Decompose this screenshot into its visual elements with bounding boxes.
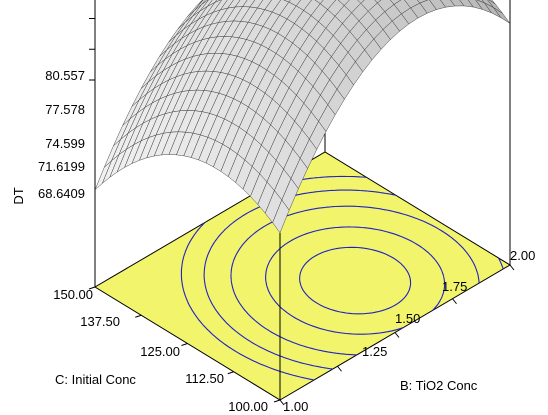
contour-line <box>203 189 504 370</box>
contour-line <box>230 205 480 356</box>
contour-line <box>299 246 412 315</box>
x-tick-label: 1.75 <box>442 279 467 294</box>
response-surface <box>94 0 511 234</box>
x-tick-label: 2.00 <box>510 248 535 263</box>
surface-facet <box>374 0 382 4</box>
y-tick-mark <box>273 399 281 403</box>
y-tick-label: 137.50 <box>80 314 120 329</box>
x-tick-label: 1.25 <box>362 344 387 359</box>
x-tick-mark <box>394 332 400 338</box>
x-axis-ticks: 1.00 1.25 1.50 1.75 2.00 <box>283 248 535 414</box>
y-tick-label: 100.00 <box>228 399 268 414</box>
y-tick-label: 125.00 <box>140 344 180 359</box>
x-tick-mark <box>337 365 342 372</box>
x-axis-label: B: TiO2 Conc <box>400 378 478 393</box>
z-tick-label: 68.6409 <box>38 186 85 201</box>
surface-facet <box>459 0 474 8</box>
y-tick-mark <box>135 314 142 318</box>
z-tick-label: 80.557 <box>45 68 85 83</box>
x-tick-label: 1.50 <box>395 311 420 326</box>
y-axis-label: C: Initial Conc <box>55 372 136 387</box>
contour-line <box>265 226 446 335</box>
surface-facet <box>493 7 511 24</box>
surface-facet <box>357 0 365 4</box>
z-axis-label: DT <box>11 187 26 204</box>
y-tick-mark <box>181 343 188 346</box>
z-tick-label: 71.6199 <box>38 159 85 174</box>
x-tick-mark <box>452 298 457 305</box>
y-tick-label: 150.00 <box>53 287 93 302</box>
x-tick-mark <box>509 264 515 271</box>
x-tick-label: 1.00 <box>283 399 308 414</box>
x-tick-mark <box>279 399 285 406</box>
z-axis-ticks: 80.557 77.578 74.599 71.6199 68.6409 <box>38 68 85 201</box>
z-tick-label: 74.599 <box>45 136 85 151</box>
y-tick-mark <box>88 286 96 290</box>
y-tick-label: 112.50 <box>185 371 224 386</box>
y-axis-ticks: 150.00 137.50 125.00 112.50 100.00 <box>53 287 268 414</box>
z-tick-label: 77.578 <box>45 102 85 117</box>
y-tick-mark <box>227 371 234 375</box>
contour-floor <box>94 151 511 401</box>
surface-facet <box>272 199 290 234</box>
